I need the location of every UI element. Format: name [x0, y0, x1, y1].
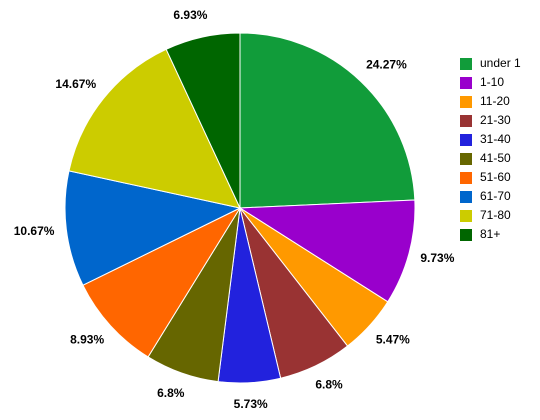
- value-label: 6.8%: [315, 378, 343, 392]
- legend-label: 21-30: [480, 113, 511, 127]
- value-label: 6.93%: [173, 8, 207, 22]
- legend-swatch: [460, 153, 472, 165]
- legend-swatch: [460, 191, 472, 203]
- legend-swatch: [460, 115, 472, 127]
- legend-swatch: [460, 58, 472, 70]
- pie-slice: [238, 199, 416, 303]
- legend-swatch: [460, 229, 472, 241]
- value-label: 10.67%: [14, 224, 55, 238]
- legend-swatch: [460, 96, 472, 108]
- value-label: 9.73%: [420, 251, 454, 265]
- legend-swatch: [460, 210, 472, 222]
- pie-slice: [239, 32, 416, 209]
- pie-slice: [64, 170, 242, 286]
- legend-label: 1-10: [480, 75, 504, 89]
- value-label: 6.8%: [157, 386, 185, 400]
- value-label: 8.93%: [70, 333, 104, 347]
- value-label: 24.27%: [366, 58, 407, 72]
- pie-slice: [165, 32, 241, 209]
- legend-label: 41-50: [480, 151, 511, 165]
- legend-swatch: [460, 172, 472, 184]
- legend-label: under 1: [480, 56, 521, 70]
- legend-label: 81+: [480, 227, 500, 241]
- legend-label: 71-80: [480, 208, 511, 222]
- value-label: 14.67%: [55, 77, 96, 91]
- legend-label: 11-20: [480, 94, 510, 108]
- pie-slice: [82, 206, 242, 358]
- value-label: 5.73%: [234, 397, 268, 411]
- legend-swatch: [460, 77, 472, 89]
- legend-swatch: [460, 134, 472, 146]
- legend-label: 31-40: [480, 132, 511, 146]
- value-label: 5.47%: [376, 333, 410, 347]
- legend-label: 61-70: [480, 189, 511, 203]
- legend-label: 51-60: [480, 170, 511, 184]
- pie-slice: [68, 48, 241, 209]
